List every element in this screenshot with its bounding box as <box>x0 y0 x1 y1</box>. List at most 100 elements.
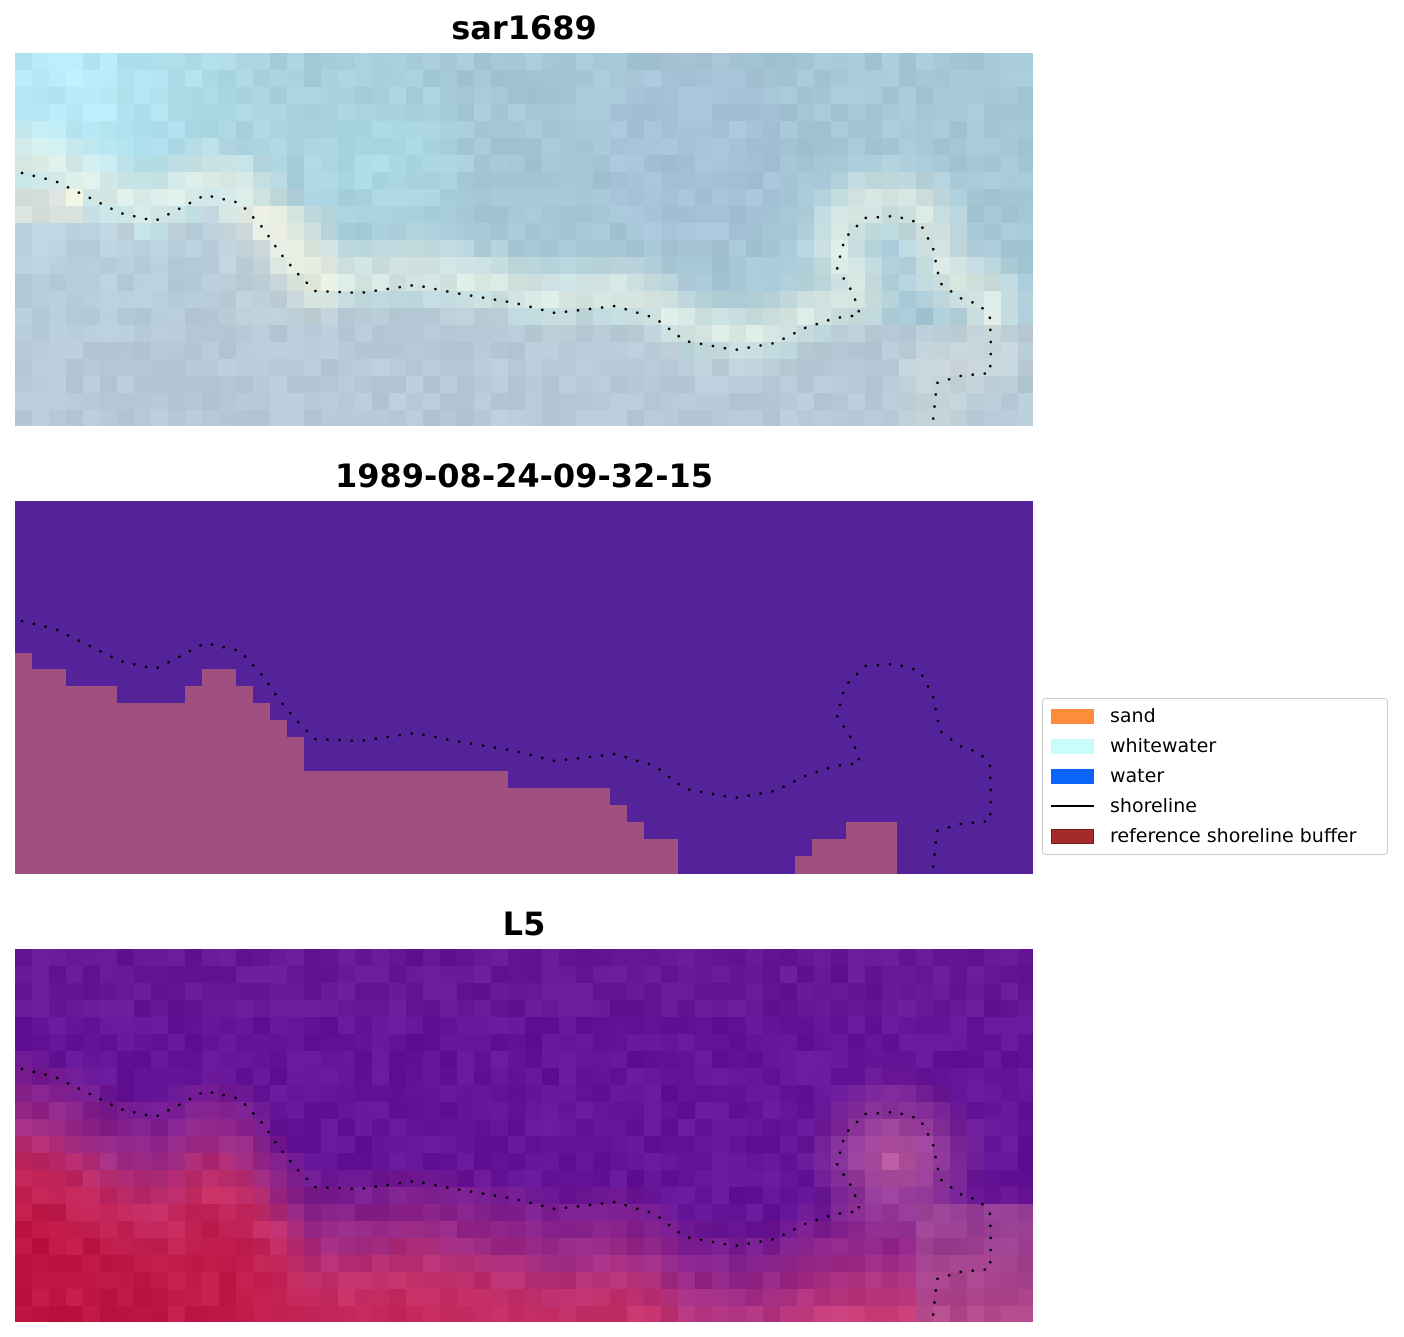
pixel-cell <box>780 70 797 87</box>
pixel-cell <box>814 1204 831 1221</box>
pixel-cell <box>916 121 933 138</box>
pixel-cell <box>304 308 321 325</box>
pixel-cell <box>168 70 185 87</box>
pixel-cell <box>134 1272 151 1289</box>
pixel-cell <box>780 1017 797 1034</box>
pixel-cell <box>355 1187 372 1204</box>
pixel-cell <box>1018 359 1033 376</box>
legend-label: water <box>1110 765 1165 787</box>
pixel-cell <box>236 1085 253 1102</box>
pixel-cell <box>593 53 610 70</box>
pixel-cell <box>168 291 185 308</box>
pixel-cell <box>168 223 185 240</box>
pixel-cell <box>610 1034 627 1051</box>
pixel-cell <box>100 1136 117 1153</box>
pixel-cell <box>304 1255 321 1272</box>
pixel-cell <box>661 1221 678 1238</box>
pixel-cell <box>117 1272 134 1289</box>
pixel-cell <box>916 325 933 342</box>
pixel-cell <box>797 138 814 155</box>
pixel-cell <box>712 291 729 308</box>
pixel-cell <box>83 983 100 1000</box>
pixel-cell <box>32 291 49 308</box>
pixel-cell <box>219 1034 236 1051</box>
pixel-cell <box>984 53 1001 70</box>
pixel-cell <box>967 1136 984 1153</box>
pixel-cell <box>32 1000 49 1017</box>
pixel-cell <box>287 1119 304 1136</box>
pixel-cell <box>134 274 151 291</box>
pixel-cell <box>865 223 882 240</box>
pixel-cell <box>916 983 933 1000</box>
pixel-cell <box>780 1034 797 1051</box>
pixel-cell <box>134 1102 151 1119</box>
pixel-cell <box>746 1017 763 1034</box>
pixel-cell <box>236 1153 253 1170</box>
pixel-cell <box>916 1306 933 1322</box>
pixel-cell <box>168 1017 185 1034</box>
pixel-cell <box>644 308 661 325</box>
pixel-cell <box>168 257 185 274</box>
pixel-cell <box>253 104 270 121</box>
pixel-cell <box>831 257 848 274</box>
pixel-cell <box>576 376 593 393</box>
pixel-cell <box>882 1170 899 1187</box>
pixel-cell <box>134 87 151 104</box>
pixel-cell <box>661 104 678 121</box>
pixel-cell <box>967 172 984 189</box>
pixel-cell <box>627 206 644 223</box>
pixel-cell <box>355 104 372 121</box>
pixel-cell <box>151 1306 168 1322</box>
pixel-cell <box>933 359 950 376</box>
pixel-cell <box>134 189 151 206</box>
pixel-cell <box>253 1170 270 1187</box>
pixel-cell <box>338 104 355 121</box>
pixel-cell <box>763 1102 780 1119</box>
pixel-cell <box>15 966 32 983</box>
pixel-cell <box>338 1051 355 1068</box>
pixel-cell <box>644 1119 661 1136</box>
pixel-cell <box>763 1221 780 1238</box>
pixel-cell <box>15 1306 32 1322</box>
pixel-cell <box>457 1034 474 1051</box>
pixel-cell <box>746 1153 763 1170</box>
pixel-cell <box>610 1102 627 1119</box>
pixel-cell <box>644 325 661 342</box>
pixel-cell <box>729 240 746 257</box>
pixel-cell <box>712 1017 729 1034</box>
pixel-cell <box>15 1034 32 1051</box>
pixel-cell <box>865 1272 882 1289</box>
pixel-cell <box>49 1153 66 1170</box>
pixel-cell <box>967 949 984 966</box>
pixel-cell <box>134 1221 151 1238</box>
pixel-cell <box>610 376 627 393</box>
pixel-cell <box>270 342 287 359</box>
pixel-cell <box>440 983 457 1000</box>
pixel-cell <box>576 410 593 426</box>
pixel-cell <box>338 291 355 308</box>
pixel-cell <box>202 87 219 104</box>
pixel-cell <box>219 1068 236 1085</box>
pixel-cell <box>185 325 202 342</box>
pixel-cell <box>525 1000 542 1017</box>
pixel-cell <box>797 104 814 121</box>
pixel-cell <box>457 393 474 410</box>
pixel-cell <box>967 1306 984 1322</box>
pixel-cell <box>576 172 593 189</box>
pixel-cell <box>729 1272 746 1289</box>
pixel-cell <box>304 410 321 426</box>
pixel-cell <box>321 1272 338 1289</box>
pixel-cell <box>49 410 66 426</box>
pixel-cell <box>219 949 236 966</box>
pixel-cell <box>661 359 678 376</box>
pixel-cell <box>542 172 559 189</box>
pixel-cell <box>712 983 729 1000</box>
pixel-cell <box>236 308 253 325</box>
pixel-cell <box>338 1017 355 1034</box>
pixel-cell <box>1001 1136 1018 1153</box>
pixel-cell <box>746 1119 763 1136</box>
pixel-cell <box>814 1306 831 1322</box>
pixel-cell <box>100 1272 117 1289</box>
pixel-cell <box>763 949 780 966</box>
pixel-cell <box>831 240 848 257</box>
